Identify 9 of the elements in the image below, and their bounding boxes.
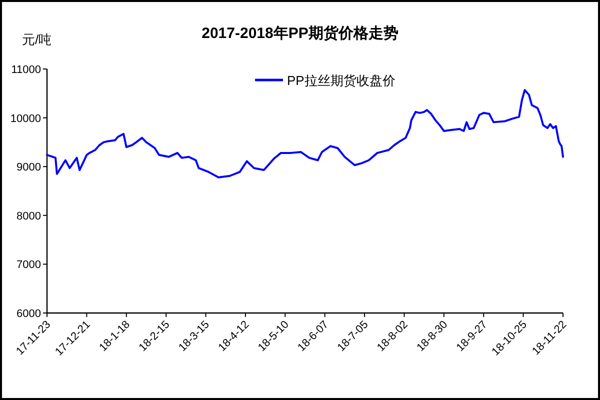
y-axis-title: 元/吨 — [22, 32, 52, 47]
chart-title: 2017-2018年PP期货价格走势 — [202, 25, 398, 42]
y-tick-label: 6000 — [16, 308, 41, 320]
y-tick-label: 11000 — [11, 64, 41, 76]
y-tick-label: 10000 — [10, 112, 41, 125]
y-tick-label: 9000 — [16, 162, 41, 174]
y-tick-label: 7000 — [16, 259, 41, 272]
legend-label: PP拉丝期货收盘价 — [287, 73, 396, 88]
y-tick-label: 8000 — [16, 210, 41, 222]
